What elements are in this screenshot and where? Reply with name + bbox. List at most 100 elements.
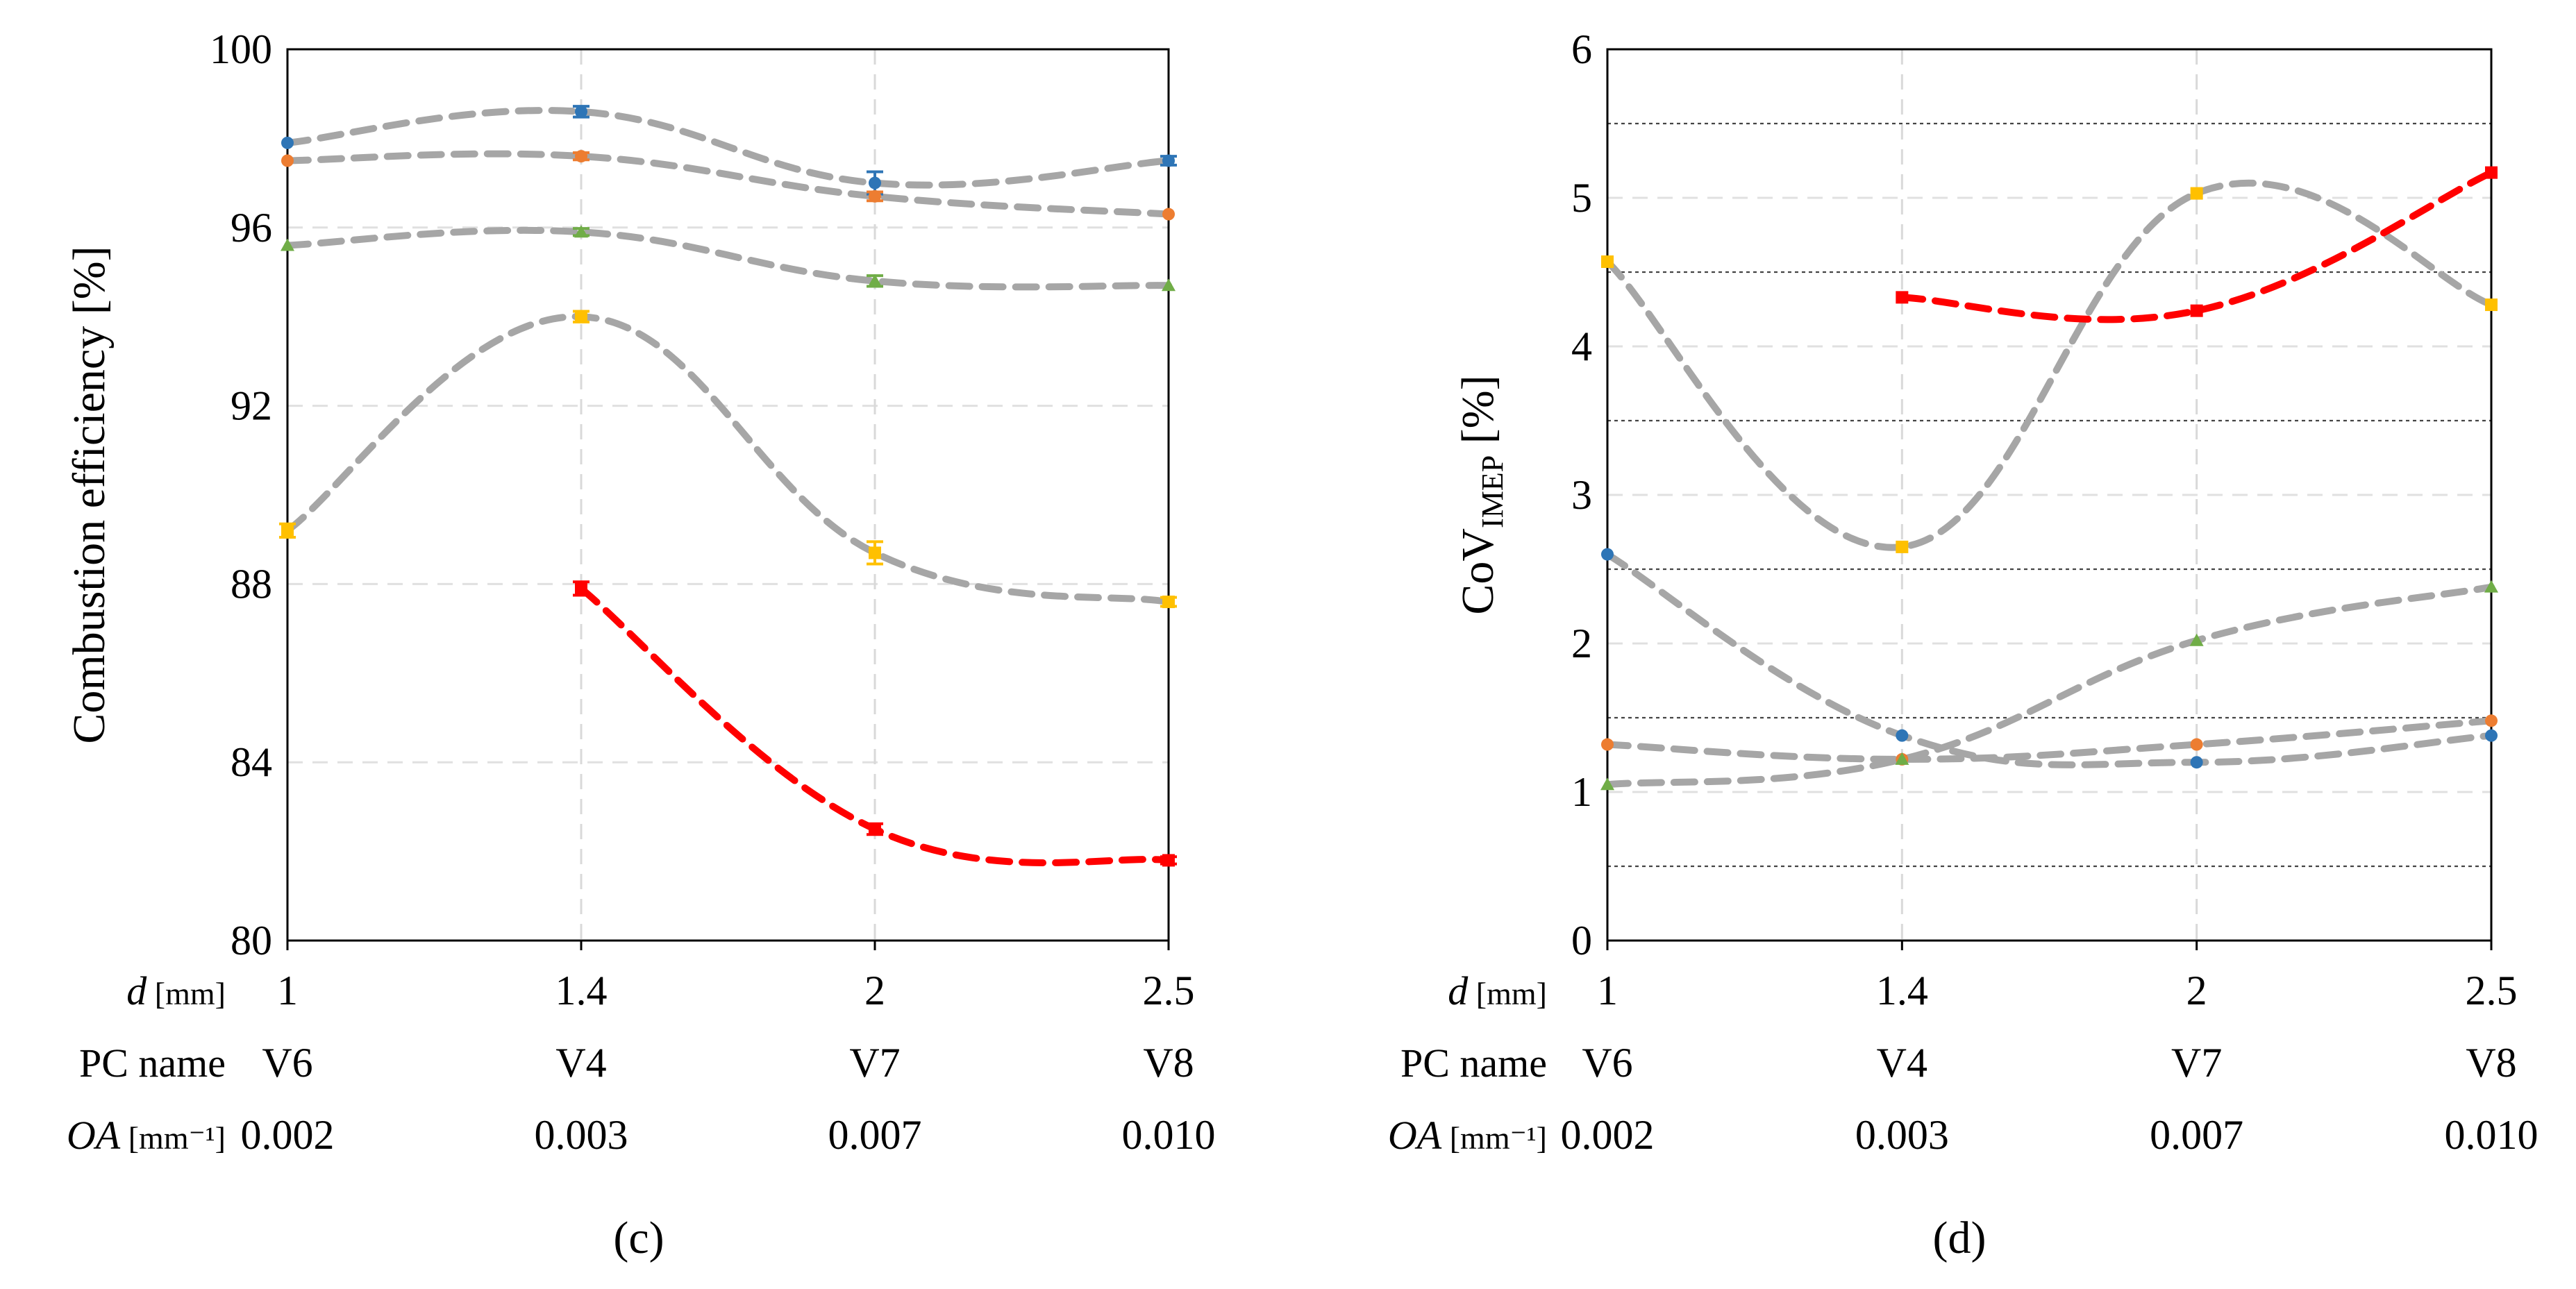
trend-line-green [1604, 583, 2495, 789]
row-label-name: OA [67, 1113, 121, 1158]
category-label: 2 [2186, 968, 2207, 1013]
y-tick-label: 88 [231, 561, 272, 607]
data-point-blue [2485, 729, 2498, 742]
category-label: V6 [1582, 1040, 1632, 1086]
category-label: V7 [2171, 1040, 2222, 1086]
data-point-yellow [2485, 298, 2498, 312]
data-point-red [869, 823, 881, 836]
data-point-blue [2190, 756, 2203, 769]
category-label: 2 [864, 968, 885, 1013]
y-tick-label: 96 [231, 205, 272, 251]
row-label-1: PC name [79, 1041, 226, 1086]
y-axis-label: Combustion efficiency [%] [64, 246, 115, 743]
data-point-yellow [575, 310, 587, 323]
data-point-yellow [2190, 187, 2203, 200]
category-label: 0.010 [1122, 1112, 1216, 1158]
category-label: V8 [2466, 1040, 2516, 1086]
data-point-orange [1162, 208, 1175, 221]
row-label-name: PC name [1400, 1041, 1547, 1086]
row-label-name: OA [1388, 1113, 1442, 1158]
data-point-yellow [1162, 596, 1175, 609]
trend-line-orange [1604, 717, 2495, 763]
category-label: 2.5 [2466, 968, 2518, 1013]
data-point-yellow [869, 546, 881, 559]
row-label-1: PC name [1400, 1041, 1547, 1086]
data-point-green [868, 273, 882, 287]
data-point-yellow [1896, 540, 1909, 553]
y-tick-label: 4 [1571, 323, 1592, 369]
data-point-red [1162, 854, 1175, 867]
data-point-green [2189, 633, 2204, 646]
category-label: 0.002 [241, 1112, 335, 1158]
data-point-red [2190, 304, 2203, 317]
category-label: 0.003 [1855, 1112, 1949, 1158]
row-label-name: d [126, 968, 147, 1013]
row-label-unit: [mm] [147, 976, 226, 1011]
trend-line-yellow [1604, 180, 2495, 551]
y-axis-label: CoVIMEP [%] [1453, 375, 1509, 614]
data-point-yellow [1601, 255, 1614, 269]
y-tick-label: 80 [231, 918, 272, 963]
row-label-name: PC name [79, 1041, 226, 1086]
panel-c-chart: 80 84 88 92 96 100 Combustion efficiency [%] d … [64, 26, 1216, 1263]
y-axis-label-unit: [%] [1453, 375, 1503, 455]
row-label-unit: [mm⁻¹] [120, 1120, 226, 1156]
y-axis-label-main: CoV [1453, 528, 1503, 615]
category-label: V4 [1877, 1040, 1927, 1086]
plot-frame [1606, 48, 2493, 942]
category-label: 1.4 [1876, 968, 1928, 1013]
category-label: 0.010 [2445, 1112, 2539, 1158]
data-point-red [1896, 291, 1909, 304]
row-label-0: d [mm] [126, 968, 226, 1013]
y-tick-label: 6 [1571, 26, 1592, 72]
data-point-orange [575, 150, 587, 163]
trend-line-orange [284, 150, 1172, 218]
panel-label: (c) [613, 1213, 664, 1263]
panel-label: (d) [1933, 1213, 1987, 1263]
row-label-0: d [mm] [1448, 968, 1547, 1013]
trend-line-yellow [284, 313, 1172, 606]
category-label: 0.002 [1561, 1112, 1655, 1158]
data-point-orange [281, 154, 294, 167]
y-tick-label: 0 [1571, 918, 1592, 963]
data-point-red [575, 582, 587, 595]
data-point-green [1895, 752, 1909, 765]
row-label-2: OA [mm⁻¹] [67, 1113, 226, 1158]
category-label: 0.007 [828, 1112, 922, 1158]
category-label: V4 [555, 1040, 606, 1086]
data-point-yellow [281, 524, 294, 537]
y-tick-label: 92 [231, 383, 272, 429]
data-point-blue [1601, 548, 1614, 561]
data-point-orange [1601, 738, 1614, 751]
category-label: V7 [849, 1040, 900, 1086]
data-point-green [2484, 580, 2498, 593]
trend-line-blue [284, 107, 1172, 189]
category-label: 0.003 [535, 1112, 628, 1158]
y-tick-label: 2 [1571, 621, 1592, 666]
row-label-name: d [1448, 968, 1469, 1013]
data-point-green [1162, 278, 1176, 292]
data-point-blue [575, 105, 587, 118]
y-tick-label: 5 [1571, 175, 1592, 221]
trend-line-green [284, 226, 1172, 291]
data-point-blue [1896, 729, 1909, 742]
category-label: 0.007 [2150, 1112, 2243, 1158]
data-point-blue [869, 176, 881, 189]
data-point-green [1600, 777, 1614, 791]
category-label: 1 [277, 968, 298, 1013]
data-point-red [2485, 166, 2498, 179]
category-label: 1 [1597, 968, 1618, 1013]
data-point-blue [1162, 154, 1175, 167]
data-point-orange [2485, 714, 2498, 727]
y-tick-label: 1 [1571, 769, 1592, 815]
y-tick-label: 3 [1571, 472, 1592, 518]
category-label: 1.4 [555, 968, 608, 1013]
category-label: V8 [1143, 1040, 1194, 1086]
row-label-unit: [mm⁻¹] [1441, 1120, 1547, 1156]
category-label: 2.5 [1143, 968, 1195, 1013]
trend-line-blue [1604, 550, 2495, 768]
y-tick-label: 100 [210, 26, 272, 72]
y-axis-label-subscript: IMEP [1475, 455, 1509, 528]
category-label: V6 [262, 1040, 312, 1086]
